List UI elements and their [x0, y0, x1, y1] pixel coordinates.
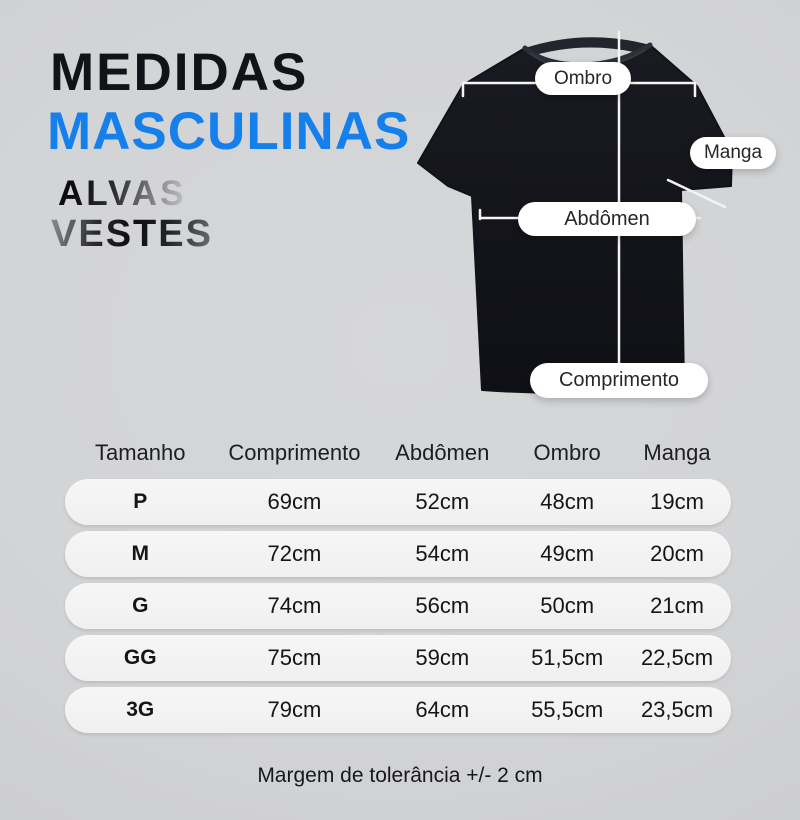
- table-row: 3G 79cm 64cm 55,5cm 23,5cm: [65, 687, 731, 733]
- cell-comprimento: 74cm: [267, 593, 322, 618]
- cell-comprimento: 79cm: [267, 697, 322, 722]
- cell-ombro: 51,5cm: [531, 645, 604, 670]
- cell-ombro: 50cm: [540, 593, 595, 618]
- label-manga: Manga: [690, 137, 776, 169]
- tolerance-note: Margem de tolerância +/- 2 cm: [257, 764, 543, 787]
- page-title-line2: MASCULINAS: [47, 102, 411, 161]
- size-table: P 69cm 52cm 48cm 19cm M 72cm 54cm 49cm 2…: [65, 479, 731, 739]
- cell-manga: 20cm: [650, 541, 704, 566]
- brand-logo: ALVAS VESTES: [51, 176, 213, 253]
- cell-size: GG: [123, 646, 157, 669]
- cell-abdomen: 52cm: [415, 489, 470, 514]
- tshirt-diagram: Ombro Manga Abdômen Comprimento: [400, 20, 795, 410]
- header-cell-manga: Manga: [643, 440, 711, 465]
- cell-size: M: [131, 542, 150, 565]
- sleeve-measure-line: [666, 178, 727, 209]
- cell-abdomen: 59cm: [415, 645, 470, 670]
- label-comprimento: Comprimento: [530, 363, 708, 398]
- cell-manga: 19cm: [650, 489, 704, 514]
- cell-abdomen: 54cm: [415, 541, 470, 566]
- label-ombro: Ombro: [535, 62, 631, 95]
- cell-comprimento: 72cm: [267, 541, 322, 566]
- cell-manga: 23,5cm: [640, 697, 714, 722]
- cell-ombro: 49cm: [540, 541, 595, 566]
- table-row: GG 75cm 59cm 51,5cm 22,5cm: [65, 635, 731, 681]
- header-cell-tamanho: Tamanho: [95, 440, 186, 465]
- table-header: Tamanho Comprimento Abdômen Ombro Manga: [65, 435, 731, 471]
- page-title-line1: MEDIDAS: [50, 43, 309, 102]
- cell-ombro: 48cm: [540, 489, 595, 514]
- cell-manga: 22,5cm: [640, 645, 714, 670]
- cell-comprimento: 69cm: [267, 489, 322, 514]
- cell-ombro: 55,5cm: [531, 697, 604, 722]
- cell-size: G: [132, 594, 149, 617]
- header-cell-comprimento: Comprimento: [228, 440, 361, 465]
- table-row: P 69cm 52cm 48cm 19cm: [65, 479, 731, 525]
- cell-abdomen: 64cm: [415, 697, 470, 722]
- brand-name-alvas: ALVAS: [58, 176, 213, 211]
- cell-size: 3G: [126, 698, 155, 721]
- header-cell-abdomen: Abdômen: [395, 440, 490, 465]
- header-cell-ombro: Ombro: [533, 440, 601, 465]
- cell-comprimento: 75cm: [267, 645, 322, 670]
- label-abdomen: Abdômen: [518, 202, 696, 236]
- brand-name-vestes: VESTES: [51, 213, 213, 255]
- table-row: M 72cm 54cm 49cm 20cm: [65, 531, 731, 577]
- cell-size: P: [133, 490, 148, 513]
- table-row: G 74cm 56cm 50cm 21cm: [65, 583, 731, 629]
- cell-manga: 21cm: [650, 593, 704, 618]
- cell-abdomen: 56cm: [415, 593, 470, 618]
